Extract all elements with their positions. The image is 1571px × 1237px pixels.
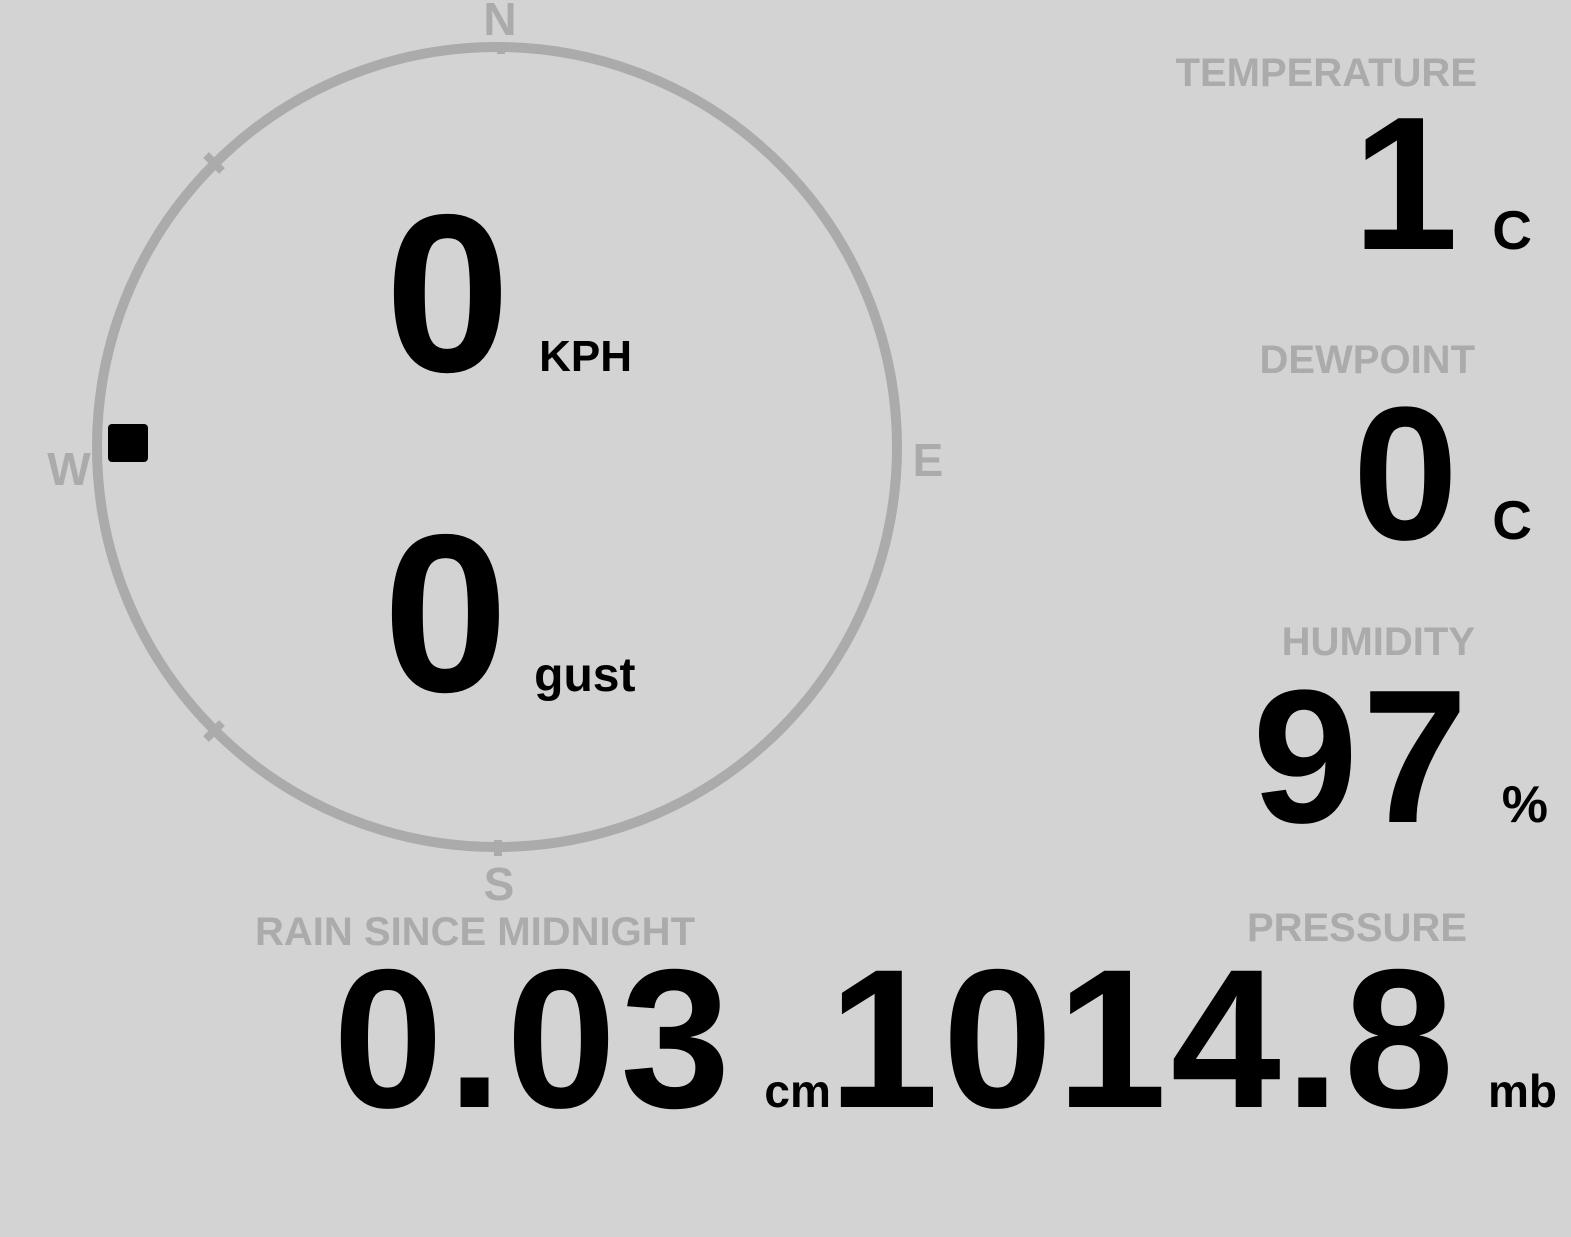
- compass-ticks: [203, 42, 791, 856]
- pressure-unit: mb: [1488, 1065, 1557, 1117]
- dewpoint-value: 0: [1352, 368, 1463, 580]
- wind-compass-dial: [92, 42, 902, 856]
- wind-gust-unit: gust: [534, 649, 636, 702]
- temperature-value: 1: [1352, 78, 1463, 290]
- pressure-label: PRESSURE: [1246, 906, 1467, 950]
- rain-label: RAIN SINCE MIDNIGHT: [255, 910, 695, 954]
- humidity-unit: %: [1501, 776, 1548, 834]
- wind-speed-value: 0: [385, 167, 515, 419]
- dewpoint-unit: C: [1492, 489, 1532, 551]
- rain-reading: 0.03 cm: [333, 940, 831, 1138]
- humidity-label: HUMIDITY: [1281, 620, 1475, 664]
- rain-value: 0.03: [333, 928, 735, 1149]
- compass-north-label: N: [483, 0, 517, 45]
- compass-east-label: E: [912, 434, 944, 486]
- dewpoint-label: DEWPOINT: [1259, 338, 1475, 382]
- compass-south-label: S: [483, 858, 515, 910]
- wind-direction-indicator: [108, 424, 148, 462]
- wind-gust-value: 0: [383, 487, 513, 739]
- temperature-unit: C: [1492, 199, 1532, 261]
- compass-west-label: W: [47, 443, 91, 495]
- wind-gust-reading: 0 gust: [383, 501, 635, 726]
- humidity-reading: 97 %: [1252, 662, 1548, 852]
- temperature-reading: 1 C: [1353, 89, 1532, 279]
- pressure-reading: 1014.8 mb: [828, 940, 1557, 1138]
- wind-speed-reading: 0 KPH: [385, 181, 632, 406]
- wind-speed-unit: KPH: [539, 332, 633, 381]
- rain-unit: cm: [764, 1065, 831, 1117]
- humidity-value: 97: [1252, 651, 1472, 863]
- dewpoint-reading: 0 C: [1353, 379, 1532, 569]
- pressure-value: 1014.8: [828, 928, 1458, 1149]
- temperature-label: TEMPERATURE: [1175, 51, 1477, 95]
